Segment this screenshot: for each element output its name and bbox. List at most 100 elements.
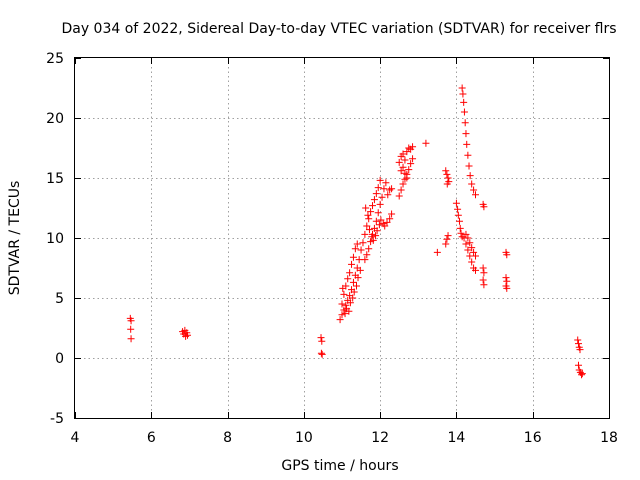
data-point [365,245,373,253]
x-axis-label: GPS time / hours [281,458,398,474]
data-point [374,209,382,217]
data-point [461,119,469,127]
data-point [342,301,350,309]
data-point [503,284,511,292]
y-tick-label: 25 [46,51,64,67]
data-point [470,186,478,194]
data-point [395,192,403,200]
data-point [367,208,375,216]
data-point [127,335,135,343]
data-point [443,235,451,243]
data-point [338,300,346,308]
data-point [452,199,460,207]
data-point [127,317,135,325]
y-tick-label: 0 [55,351,64,367]
data-point [372,217,380,225]
data-point [460,108,468,116]
data-point [318,337,326,345]
data-point [349,253,357,261]
data-point [442,167,450,175]
data-point [470,248,478,256]
data-point [503,277,511,285]
data-point [464,151,472,159]
x-tick-label: 4 [71,430,80,446]
data-point [401,156,409,164]
data-point [454,211,462,219]
data-point [455,217,463,225]
data-point [346,269,354,277]
data-point [363,222,371,230]
data-point [466,172,474,180]
data-point [479,276,487,284]
data-point [339,284,347,292]
data-point [364,211,372,219]
data-point [344,275,352,283]
data-point [456,224,464,232]
data-point [349,294,357,302]
data-point [350,288,358,296]
axis-ticks [75,58,610,419]
data-point [399,150,407,158]
data-point [459,90,467,98]
data-point [502,274,510,282]
grid-lines [75,58,609,418]
data-point [457,229,465,237]
x-tick-label: 6 [147,430,156,446]
data-point [578,370,586,378]
data-point [397,167,405,175]
data-point [403,174,411,182]
data-point [376,200,384,208]
chart-title: Day 034 of 2022, Sidereal Day-to-day VTE… [61,21,616,37]
data-point [336,316,344,324]
data-point [443,170,451,178]
x-tick-labels: 4 6 8 10 12 14 16 18 [71,430,618,446]
data-point [317,349,325,357]
data-point [442,240,450,248]
data-point [395,158,403,166]
data-point [368,233,376,241]
data-point [362,204,370,212]
data-point [462,240,470,248]
data-point [472,252,479,260]
data-point [458,84,466,92]
data-point [369,202,377,210]
data-point [444,174,452,182]
data-point [386,215,394,223]
data-point [372,232,380,240]
y-axis-label: SDTVAR / TECUs [7,181,23,296]
data-point [353,240,361,248]
data-point [357,246,365,254]
data-point [361,230,369,238]
data-point [369,236,377,244]
data-point [407,160,415,168]
data-point [460,98,468,106]
data-point [373,227,381,235]
data-point [377,216,385,224]
data-point [370,196,378,204]
data-point [351,245,359,253]
data-point [464,246,472,254]
data-point [359,239,367,247]
data-point [468,244,476,252]
data-point [405,166,413,174]
data-point [388,210,396,218]
y-tick-label: 5 [55,291,64,307]
data-point [349,278,357,286]
data-point [384,191,392,199]
x-tick-label: 16 [524,430,542,446]
data-point [318,350,326,358]
data-point [462,130,470,138]
data-point [403,148,411,156]
data-point [574,336,582,344]
data-point [409,143,417,151]
data-point [576,346,584,354]
data-point [381,222,389,230]
data-point [363,251,371,259]
data-point [468,180,476,188]
data-point [479,264,487,272]
data-point [317,334,325,342]
data-point [361,256,369,264]
plot-frame [74,57,610,419]
data-point [433,248,441,256]
data-point [374,184,382,192]
